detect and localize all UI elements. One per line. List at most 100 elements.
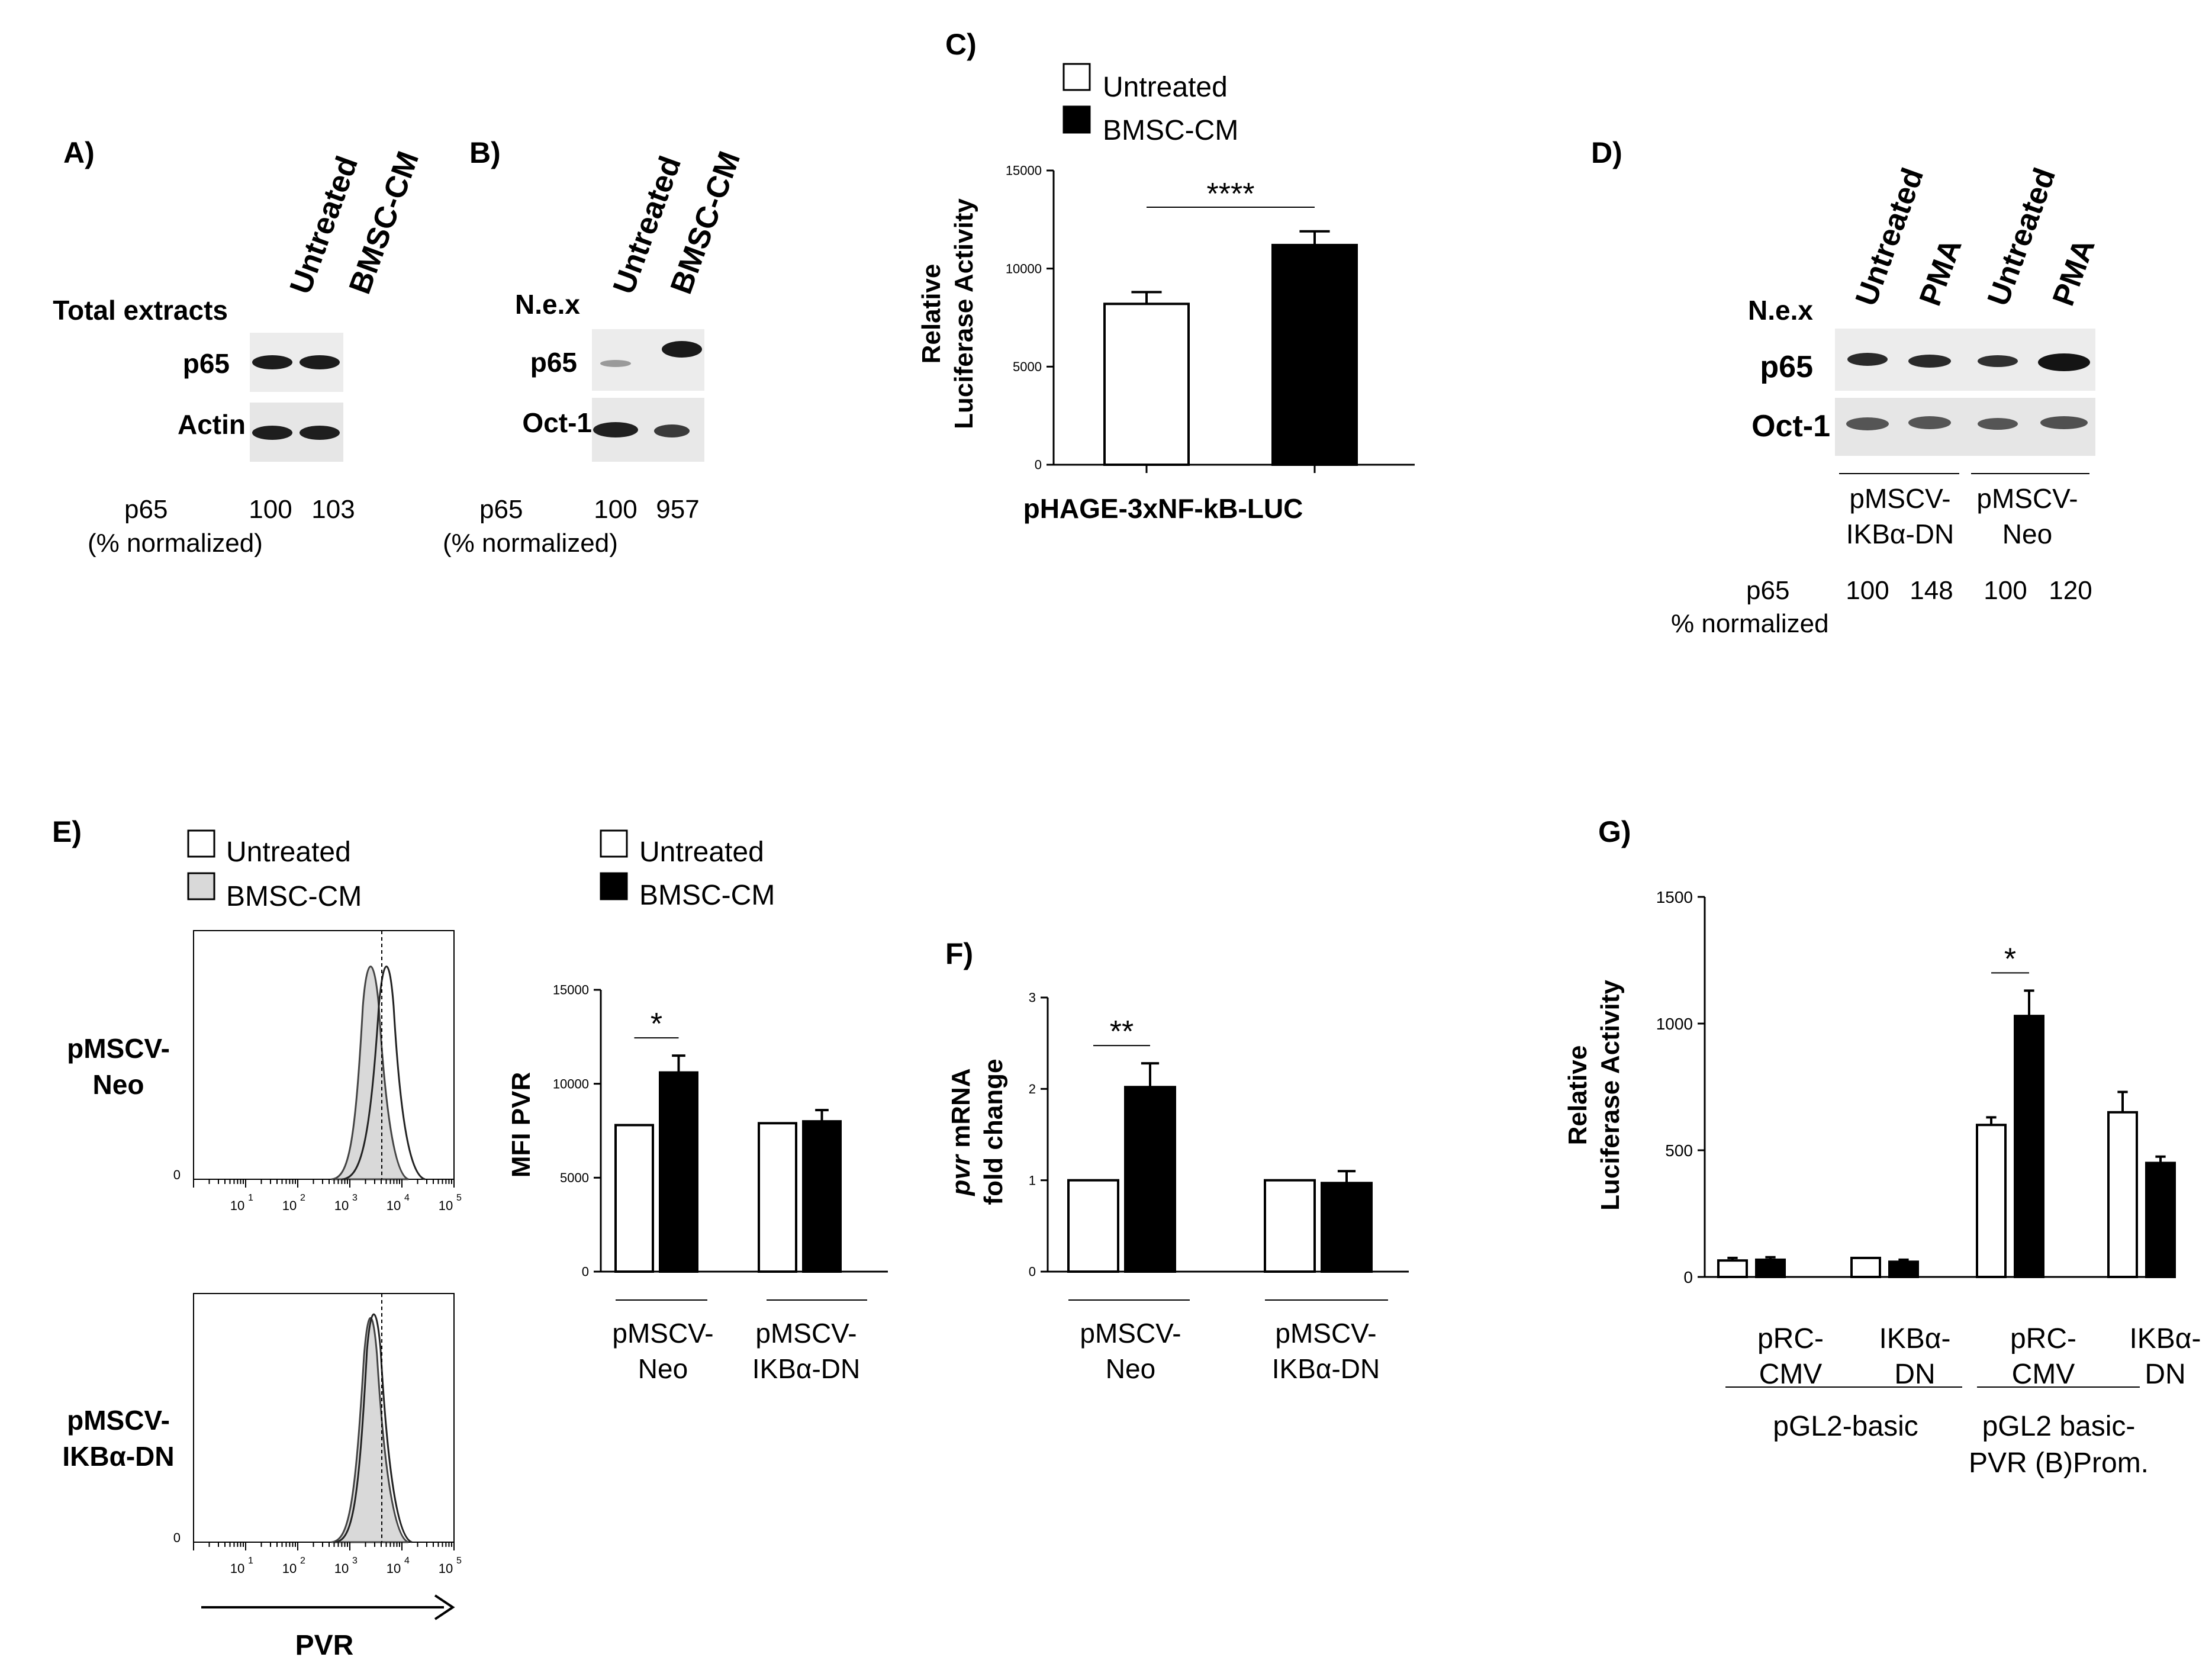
y-axis-label: Luciferase Activity: [949, 198, 978, 429]
group-label: IKBα-: [2129, 1323, 2201, 1355]
blot-row-label: Oct-1: [522, 407, 592, 438]
blot-strip: [592, 329, 704, 391]
y-tick-label: 5000: [560, 1170, 589, 1185]
quant-sublabel: (% normalized): [88, 529, 263, 558]
legend-label: BMSC-CM: [639, 880, 775, 911]
histogram-untreated-curve: [342, 966, 426, 1180]
y-tick-label: 15000: [1006, 163, 1042, 178]
bar-bmsc: [1271, 243, 1358, 466]
group-label: pMSCV-: [1275, 1318, 1376, 1349]
y-axis-label: fold change: [979, 1059, 1008, 1205]
bar-bmsc: [659, 1071, 698, 1273]
blot-band: [1908, 355, 1951, 368]
blot-band: [593, 422, 638, 437]
x-axis-label: PVR: [295, 1630, 354, 1661]
y-axis-label: MFI PVR: [507, 1072, 536, 1177]
x-axis-label: pHAGE-3xNF-kB-LUC: [1023, 493, 1303, 524]
bar-bmsc: [1321, 1182, 1373, 1273]
y-tick-label: 0: [1029, 1265, 1036, 1279]
blot-header: Total extracts: [53, 295, 228, 326]
group-label: Neo: [1106, 1353, 1155, 1384]
blot-band: [1847, 353, 1888, 366]
x-tick-label: 10: [387, 1561, 401, 1576]
y-tick-label: 0: [173, 1167, 181, 1182]
x-tick-exponent: 2: [300, 1193, 305, 1203]
blot-band: [2040, 416, 2088, 429]
panel-e-letter: E): [52, 815, 82, 848]
blot-row-label: p65: [183, 348, 230, 379]
group-label: Neo: [638, 1353, 688, 1384]
group-label: IKBα-DN: [1272, 1353, 1380, 1384]
arrow-head-icon: [434, 1594, 455, 1620]
legend-label: BMSC-CM: [226, 881, 362, 912]
y-tick-label: 1000: [1656, 1015, 1693, 1033]
legend-label: Untreated: [226, 837, 351, 868]
y-tick-label: 0: [1683, 1268, 1693, 1286]
panel-e-mfi: Untreated BMSC-CM MFI PVR 0 5000 10000 1500…: [507, 829, 888, 1384]
x-tick-label: 10: [282, 1198, 297, 1213]
group-label: pMSCV-: [1849, 483, 1950, 514]
blot-band: [654, 424, 690, 437]
hist-row-label: Neo: [93, 1069, 144, 1100]
group-label: IKBα-: [1879, 1323, 1950, 1355]
bar-untreated: [1717, 1259, 1748, 1278]
x-tick-exponent: 3: [352, 1193, 358, 1203]
significance-marker: *: [2004, 942, 2016, 976]
y-axis-label-italic: pvr: [946, 1153, 975, 1196]
histogram-frame: [193, 930, 455, 1180]
group-label: pMSCV-: [1080, 1318, 1181, 1349]
bar-bmsc: [1755, 1258, 1786, 1278]
group-label: Neo: [2002, 519, 2052, 549]
panel-c: C) Untreated BMSC-CM Relative Luciferase…: [917, 28, 1415, 524]
y-tick-label: 5000: [1013, 359, 1042, 374]
blot-band: [1978, 418, 2018, 430]
quant-label: p65: [1746, 576, 1789, 605]
y-tick-label: 2: [1029, 1082, 1036, 1096]
y-tick-label: 10000: [553, 1076, 589, 1091]
quant-value: 100: [1984, 576, 2027, 605]
x-tick-label: 10: [230, 1198, 244, 1213]
chart-e-plot: 0 5000 10000 15000 * pMSCV- Neo pMSCV- IKBα-DN: [553, 983, 888, 1384]
x-tick-exponent: 5: [456, 1556, 462, 1566]
panel-g-letter: G): [1598, 815, 1631, 848]
bar-untreated: [614, 1124, 654, 1273]
y-tick-label: 1: [1029, 1173, 1036, 1188]
y-axis-label: Luciferase Activity: [1596, 980, 1625, 1211]
y-tick-label: 0: [1035, 458, 1042, 472]
histogram-untreated-curve: [334, 1313, 413, 1543]
quant-value: 120: [2049, 576, 2092, 605]
y-tick-label: 10000: [1006, 261, 1042, 276]
bar-untreated: [758, 1122, 797, 1273]
blot-band: [300, 355, 340, 369]
group-label: DN: [1894, 1359, 1935, 1390]
supergroup-label: pGL2 basic-: [1982, 1411, 2136, 1442]
legend-swatch-bmsc: [600, 872, 628, 900]
y-tick-label: 3: [1029, 990, 1036, 1005]
group-label: pMSCV-: [612, 1318, 713, 1349]
chart-g-plot: 0 500 1000 1500 * pRC- CMV IKBα- DN pRC- CMV IKBα- D…: [1656, 888, 2201, 1479]
legend-swatch-untreated: [600, 829, 628, 858]
panel-b: B) Untreated BMSC-CM N.e.x p65 Oct-1 p65…: [443, 136, 747, 558]
chart-f-plot: 0 1 2 3 ** pMSCV- Neo pMSCV- IKBα-DN: [1029, 990, 1409, 1384]
x-tick-exponent: 1: [248, 1556, 253, 1566]
x-tick-exponent: 2: [300, 1556, 305, 1566]
y-axis-label-rest: mRNA: [946, 1068, 975, 1155]
group-label: pMSCV-: [1976, 483, 2078, 514]
y-tick-label: 15000: [553, 983, 589, 998]
blot-row-label: Actin: [178, 409, 246, 440]
quant-sublabel: (% normalized): [443, 529, 618, 558]
x-tick-label: 10: [230, 1561, 244, 1576]
x-tick-label: 10: [334, 1561, 349, 1576]
y-tick-label: 0: [582, 1265, 589, 1279]
blot-band: [2038, 353, 2090, 371]
significance-marker: *: [651, 1007, 662, 1041]
blot-row-label: Oct-1: [1751, 409, 1830, 443]
blot-band: [300, 426, 340, 440]
supergroup-label: pGL2-basic: [1773, 1411, 1918, 1442]
legend-label: BMSC-CM: [1103, 115, 1238, 146]
x-tick-exponent: 4: [404, 1556, 410, 1566]
histogram-frame: [193, 1293, 455, 1543]
